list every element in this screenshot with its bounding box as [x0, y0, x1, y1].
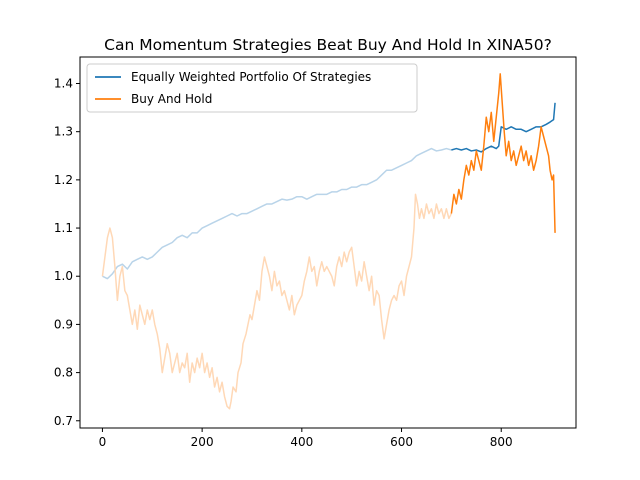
legend-label-0: Equally Weighted Portfolio Of Strategies	[131, 70, 371, 84]
series-line-1-faded	[101, 193, 453, 410]
x-tick-label: 800	[490, 435, 513, 449]
y-tick-label: 0.8	[54, 366, 73, 380]
series-line-0-faded	[102, 147, 452, 280]
x-tick-label: 0	[99, 435, 107, 449]
legend-label-1: Buy And Hold	[131, 92, 212, 106]
axes-frame	[79, 56, 577, 429]
plot-area	[101, 73, 556, 410]
y-tick-label: 1.2	[54, 173, 73, 187]
legend: Equally Weighted Portfolio Of Strategies…	[86, 63, 418, 113]
x-tick-label: 200	[191, 435, 214, 449]
y-tick-label: 1.4	[54, 77, 73, 91]
y-tick-label: 0.9	[54, 317, 73, 331]
chart-title: Can Momentum Strategies Beat Buy And Hol…	[104, 36, 552, 54]
y-tick-label: 1.0	[54, 269, 73, 283]
series-line-1	[450, 73, 556, 233]
y-tick-label: 1.1	[54, 221, 73, 235]
y-axis: 0.7 0.8 0.9 1.0 1.1 1.2 1.3 1.4	[54, 77, 80, 428]
y-tick-label: 0.7	[54, 414, 73, 428]
y-tick-label: 1.3	[54, 125, 73, 139]
legend-box	[86, 63, 418, 113]
x-tick-label: 600	[390, 435, 413, 449]
x-axis: 0 200 400 600 800	[99, 428, 513, 449]
x-tick-label: 400	[290, 435, 313, 449]
